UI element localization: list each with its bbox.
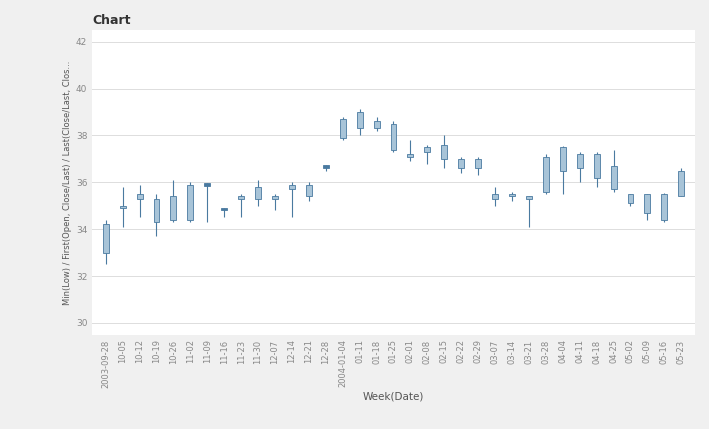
Bar	[441, 145, 447, 159]
Bar	[679, 171, 684, 196]
Bar	[475, 159, 481, 168]
Bar	[120, 206, 125, 208]
X-axis label: Week(Date): Week(Date)	[363, 392, 424, 402]
Bar	[103, 224, 108, 253]
Y-axis label: Min(Low) / First(Open, Close/Last) / Last(Close/Last, Clos...: Min(Low) / First(Open, Close/Last) / Las…	[62, 60, 72, 305]
Bar	[340, 119, 346, 138]
Bar	[154, 199, 160, 222]
Bar	[221, 208, 227, 211]
Bar	[526, 196, 532, 199]
Bar	[272, 196, 278, 199]
Bar	[204, 184, 211, 186]
Bar	[492, 194, 498, 199]
Bar	[458, 159, 464, 168]
Bar	[391, 124, 396, 150]
Bar	[661, 194, 667, 220]
Bar	[238, 196, 244, 199]
Bar	[560, 147, 566, 171]
Bar	[425, 147, 430, 152]
Bar	[374, 121, 379, 128]
Bar	[306, 184, 312, 196]
Bar	[289, 184, 295, 189]
Bar	[627, 194, 633, 203]
Bar	[408, 154, 413, 157]
Bar	[610, 166, 617, 189]
Bar	[255, 187, 261, 199]
Bar	[323, 166, 329, 168]
Bar	[509, 194, 515, 196]
Bar	[644, 194, 650, 213]
Bar	[576, 154, 583, 168]
Bar	[543, 157, 549, 192]
Text: Chart: Chart	[92, 15, 130, 27]
Bar	[357, 112, 362, 128]
Bar	[187, 184, 194, 220]
Bar	[170, 196, 177, 220]
Bar	[593, 154, 600, 178]
Bar	[137, 194, 143, 199]
